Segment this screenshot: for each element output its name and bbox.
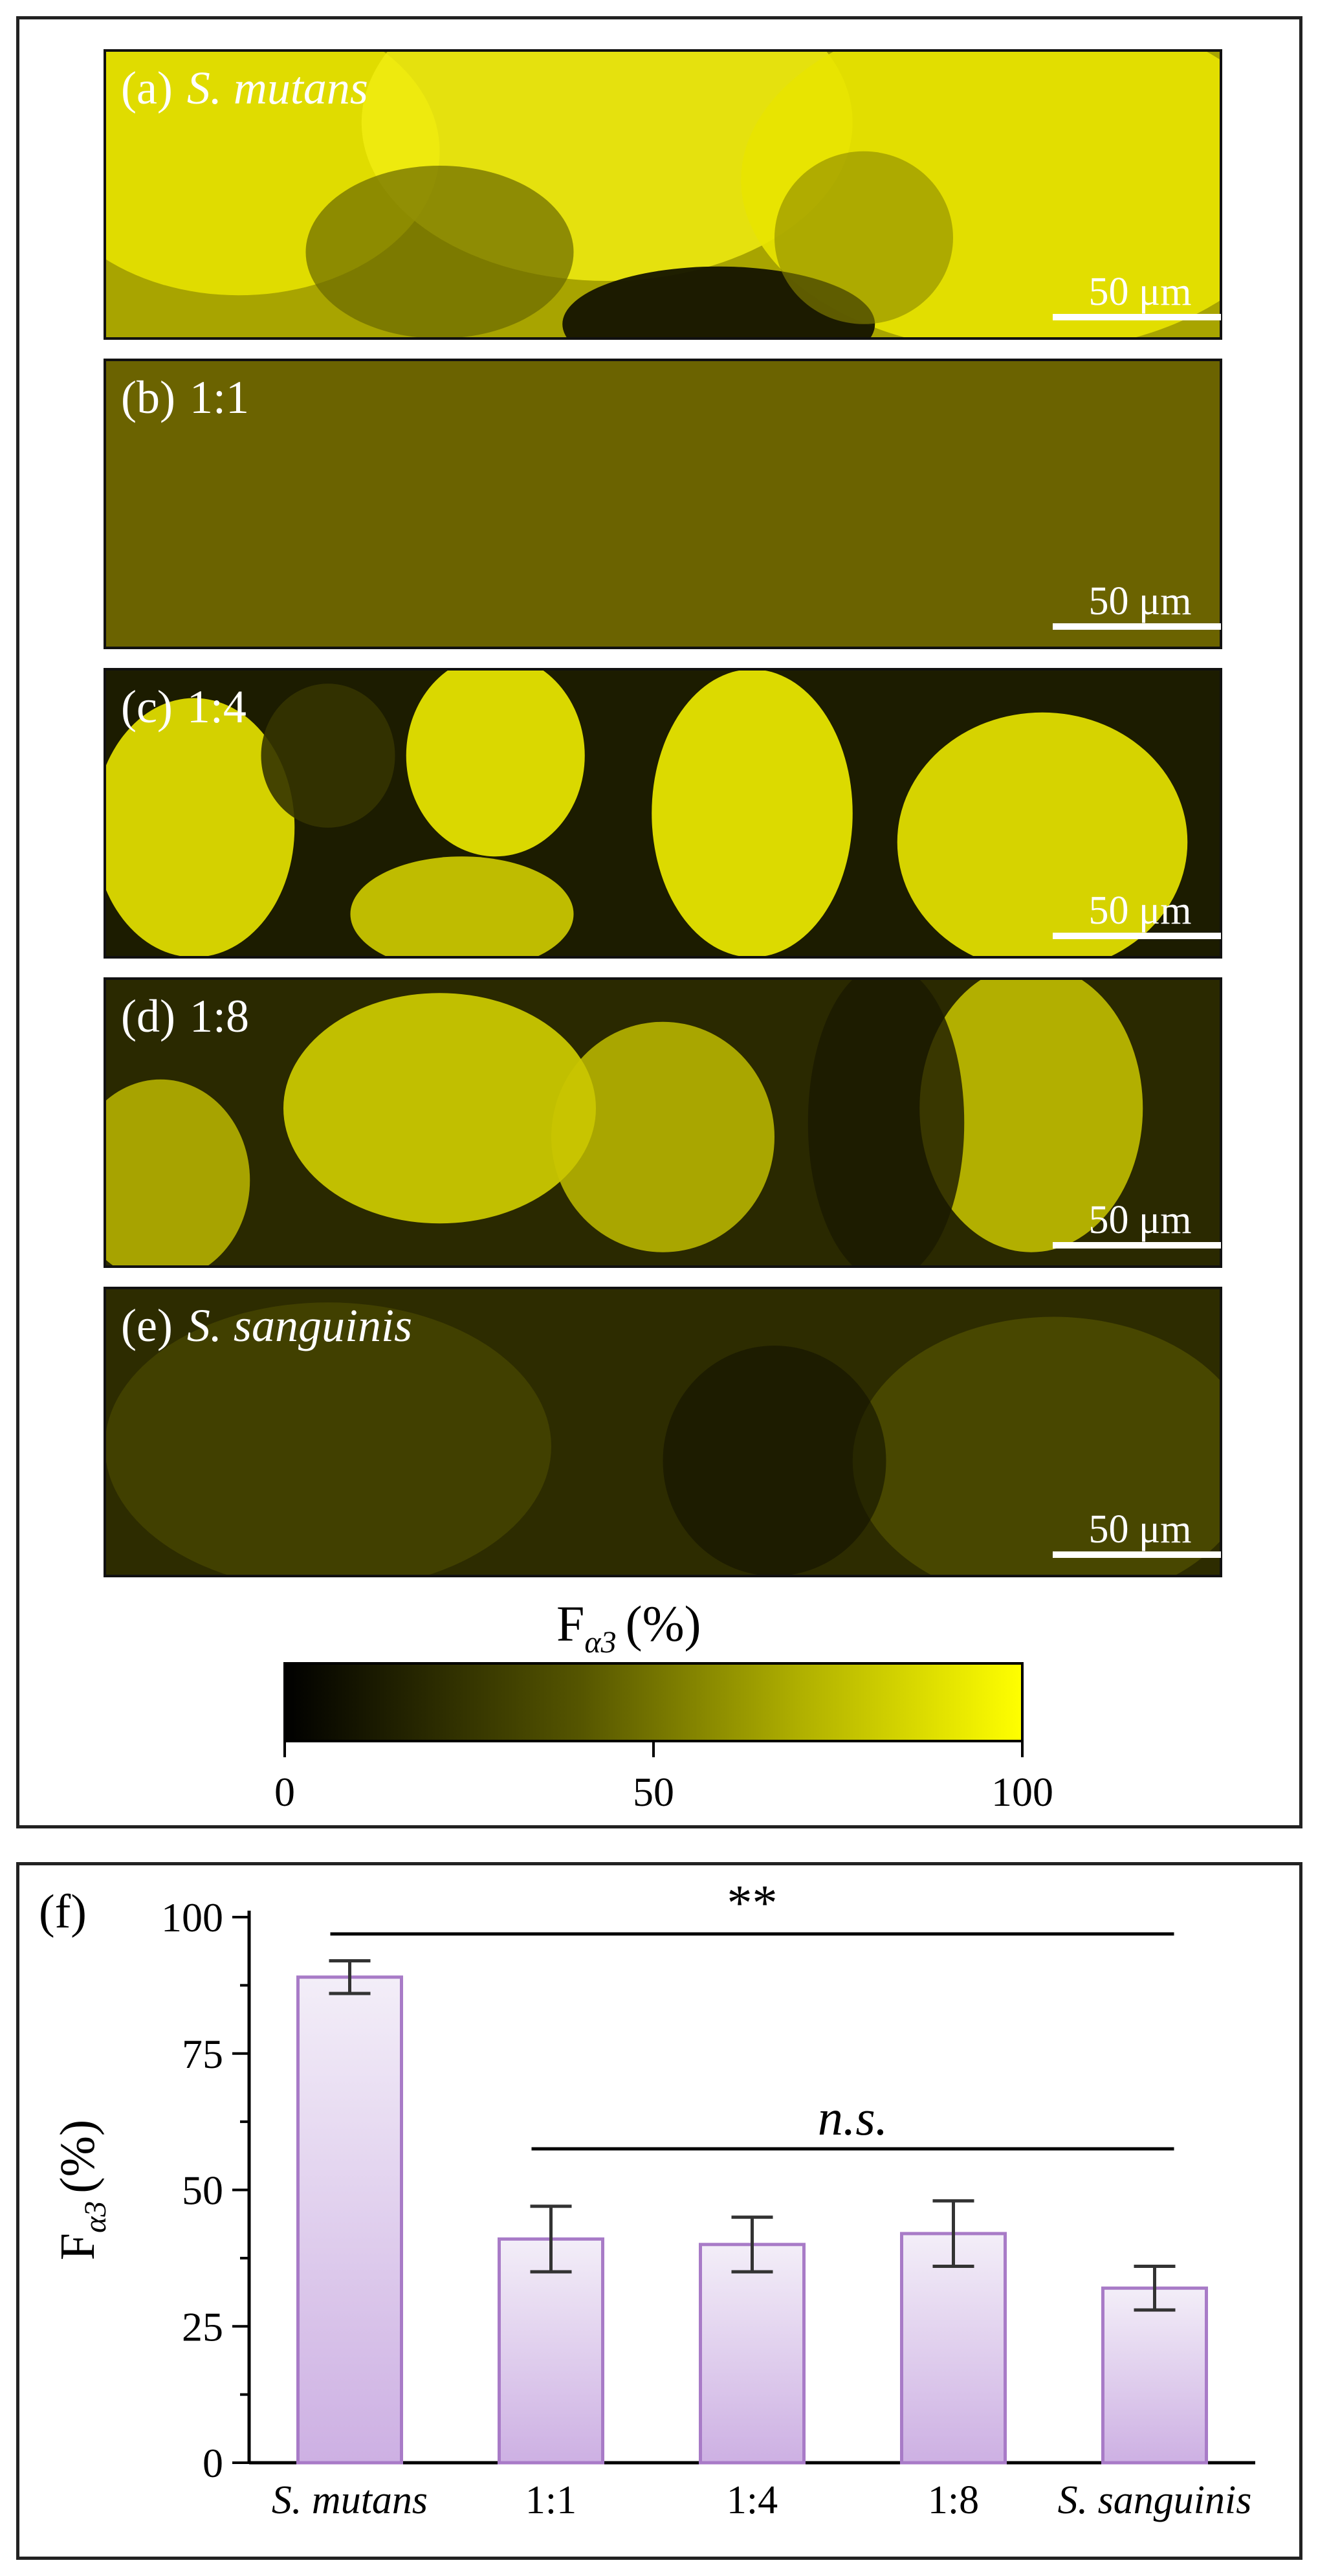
fluorescence-image bbox=[105, 669, 1221, 957]
bar-chart: 0 25 50 75 100 Fα3(%) (f) S. mutans 1:1 1:4 1:8 S. … bbox=[39, 1874, 1255, 2522]
scale-bar bbox=[1053, 1551, 1221, 1558]
scale-bar bbox=[1053, 623, 1221, 630]
panel-letter: (c) bbox=[121, 681, 173, 733]
panel-condition: 1:1 bbox=[190, 372, 249, 423]
scale-bar-label: 50 μm bbox=[1089, 579, 1192, 623]
bar-5 bbox=[1101, 2286, 1208, 2465]
x-category-label: 1:1 bbox=[525, 2478, 577, 2522]
image-panel-4: (d) 1:8 50 μm bbox=[104, 977, 1222, 1268]
fluorescence-image bbox=[105, 1288, 1221, 1576]
fluorescence-image bbox=[105, 50, 1221, 339]
panel-letter: (d) bbox=[121, 990, 175, 1042]
scale-bar-label: 50 μm bbox=[1089, 889, 1192, 933]
image-panel-1: (a) S. mutans 50 μm bbox=[104, 49, 1222, 340]
y-axis-label: Fα3(%) bbox=[50, 2120, 113, 2260]
colorbar-gradient bbox=[283, 1662, 1024, 1742]
colorbar-title-main: F bbox=[556, 1595, 584, 1652]
bar-1 bbox=[296, 1975, 403, 2465]
y-tick-label: 50 bbox=[182, 2168, 223, 2214]
y-tick-label: 75 bbox=[182, 2031, 223, 2077]
image-panel-5: (e) S. sanguinis 50 μm bbox=[104, 1287, 1222, 1577]
x-category-label: 1:4 bbox=[727, 2478, 778, 2522]
fluorescence-image bbox=[105, 360, 1221, 648]
x-category-label: S. mutans bbox=[272, 2478, 428, 2522]
panel-label: (e) S. sanguinis bbox=[121, 1300, 412, 1351]
panel-label: (c) 1:4 bbox=[121, 681, 247, 733]
image-panel-2: (b) 1:1 50 μm bbox=[104, 359, 1222, 649]
scale-bar-label: 50 μm bbox=[1089, 270, 1192, 314]
scale-bar bbox=[1053, 1242, 1221, 1249]
panel-label: (a) S. mutans bbox=[121, 62, 368, 114]
y-tick-label: 0 bbox=[203, 2440, 223, 2486]
panel-condition: 1:4 bbox=[187, 681, 247, 733]
significance-label: n.s. bbox=[818, 2089, 888, 2146]
colorbar-title: Fα3 (%) bbox=[556, 1595, 701, 1660]
panel-letter: (a) bbox=[121, 62, 173, 114]
x-category-label: S. sanguinis bbox=[1058, 2478, 1252, 2522]
scale-bar bbox=[1053, 314, 1221, 320]
significance-label: ** bbox=[727, 1874, 778, 1931]
colorbar-tick-label: 100 bbox=[991, 1769, 1053, 1815]
panel-letter: (e) bbox=[121, 1300, 173, 1351]
colorbar-title-unit: (%) bbox=[626, 1595, 701, 1652]
colorbar: Fα3 (%) 0 50 100 bbox=[274, 1595, 1053, 1815]
x-category-label: 1:8 bbox=[928, 2478, 979, 2522]
panel-condition: S. mutans bbox=[187, 62, 368, 114]
fluorescence-image bbox=[105, 979, 1221, 1267]
bar-3 bbox=[699, 2243, 806, 2465]
colorbar-tick-label: 50 bbox=[633, 1769, 674, 1815]
bar-chart-frame bbox=[16, 1862, 1302, 2560]
image-panel-3: (c) 1:4 50 μm bbox=[104, 668, 1222, 959]
colorbar-title-sub: α3 bbox=[584, 1625, 616, 1660]
panel-condition: 1:8 bbox=[190, 990, 249, 1042]
colorbar-tick-label: 0 bbox=[274, 1769, 295, 1815]
bar-4 bbox=[900, 2232, 1007, 2465]
y-tick-label: 100 bbox=[161, 1894, 223, 1940]
y-tick-label: 25 bbox=[182, 2304, 223, 2349]
bar-2 bbox=[498, 2237, 604, 2465]
scale-bar-label: 50 μm bbox=[1089, 1507, 1192, 1551]
panel-label: (b) 1:1 bbox=[121, 372, 249, 423]
panel-letter: (b) bbox=[121, 372, 175, 423]
scale-bar-label: 50 μm bbox=[1089, 1198, 1192, 1242]
panel-label: (d) 1:8 bbox=[121, 990, 249, 1042]
scale-bar bbox=[1053, 933, 1221, 939]
panel-condition: S. sanguinis bbox=[187, 1300, 412, 1351]
chart-panel-letter: (f) bbox=[39, 1885, 87, 1938]
